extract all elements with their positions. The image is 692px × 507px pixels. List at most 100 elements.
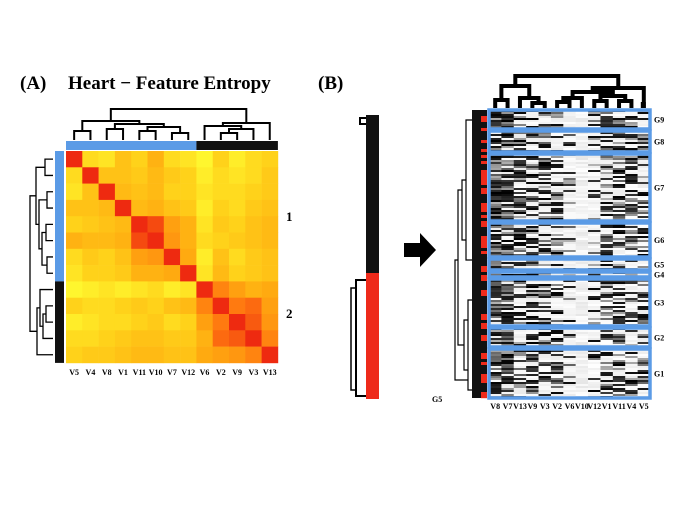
heatmap-b-cell <box>612 292 626 295</box>
heatmap-b-cell <box>575 146 589 149</box>
heatmap-b-cell <box>625 132 638 135</box>
heatmap-b-cell <box>501 136 514 139</box>
side-color-cell <box>481 152 487 156</box>
heatmap-b-cell <box>625 232 638 235</box>
heatmap-b-cell <box>600 200 614 203</box>
side-color-cell <box>481 146 487 150</box>
heatmap-a-cell <box>114 297 132 315</box>
side-color-cell <box>481 311 487 315</box>
side-color-cell <box>481 239 487 243</box>
heatmap-b-cell <box>550 314 564 317</box>
heatmap-b-cell <box>625 282 638 285</box>
heatmap-b-cell <box>612 252 626 255</box>
heatmap-b-cell <box>489 214 502 217</box>
heatmap-b-cell <box>625 144 638 147</box>
heatmap-b-cell <box>637 372 651 375</box>
heatmap-b-cell <box>600 384 614 387</box>
tick-label-a: V6 <box>200 368 210 377</box>
heatmap-b-cell <box>513 144 527 147</box>
heatmap-b-cell <box>489 282 502 285</box>
side-color-cell <box>481 293 487 297</box>
heatmap-b-cell <box>563 304 576 307</box>
heatmap-b-cell <box>489 238 502 241</box>
heatmap-a-cell <box>163 297 181 315</box>
heatmap-b-cell <box>526 344 539 347</box>
panel-a-label: (A) <box>20 73 46 94</box>
heatmap-a-cell <box>66 346 83 364</box>
heatmap-b-cell <box>588 136 601 139</box>
heatmap-a-cell <box>229 281 246 298</box>
heatmap-b-cell <box>637 308 651 311</box>
heatmap-b-cell <box>526 296 539 299</box>
heatmap-b-cell <box>575 218 589 221</box>
dendrogram-link <box>350 287 356 391</box>
tick-label-b: V2 <box>552 402 562 411</box>
heatmap-b-cell <box>550 234 564 237</box>
heatmap-b-cell <box>526 386 539 389</box>
heatmap-b-cell <box>588 292 601 295</box>
heatmap-b-cell <box>588 384 601 387</box>
heatmap-b-cell <box>612 236 626 239</box>
dendrogram-link <box>45 223 53 242</box>
heatmap-b-cell <box>563 194 576 197</box>
heatmap-b-cell <box>612 230 626 233</box>
heatmap-b-cell <box>526 174 539 177</box>
heatmap-b-cell <box>563 234 576 237</box>
heatmap-b-cell <box>575 370 589 373</box>
heatmap-b-cell <box>637 392 651 395</box>
side-color-cell <box>481 113 487 117</box>
dendrogram-link <box>46 256 53 274</box>
heatmap-b-cell <box>526 170 539 173</box>
heatmap-b-cell <box>588 226 601 229</box>
heatmap-b-cell <box>588 178 601 181</box>
heatmap-b-cell <box>600 352 614 355</box>
heatmap-b-cell <box>600 296 614 299</box>
heatmap-b-cell <box>588 158 601 161</box>
heatmap-b-cell <box>637 354 651 357</box>
side-color-cell <box>481 332 487 336</box>
heatmap-b-cell <box>563 132 576 135</box>
heatmap-b-cell <box>538 314 552 317</box>
heatmap-b-cell <box>489 226 502 229</box>
heatmap-b-cell <box>588 358 601 361</box>
heatmap-b-cell <box>575 368 589 371</box>
heatmap-b-cell <box>513 308 527 311</box>
heatmap-b-cell <box>526 336 539 339</box>
heatmap-b-cell <box>588 156 601 159</box>
heatmap-b-cell <box>550 116 564 119</box>
heatmap-b-cell <box>501 114 514 117</box>
heatmap-b-cell <box>575 364 589 367</box>
heatmap-b-cell <box>526 290 539 293</box>
heatmap-b-cell <box>550 340 564 343</box>
heatmap-b-cell <box>637 206 651 209</box>
heatmap-b-cell <box>563 116 576 119</box>
heatmap-a-cell <box>245 314 262 331</box>
heatmap-b-cell <box>575 144 589 147</box>
heatmap-b-cell <box>588 370 601 373</box>
heatmap-b-cell <box>501 124 514 127</box>
heatmap-b-cell <box>575 250 589 253</box>
heatmap-a-cell <box>98 314 116 331</box>
heatmap-b-cell <box>526 330 539 333</box>
heatmap-b-cell <box>625 122 638 125</box>
heatmap-b-cell <box>575 138 589 141</box>
heatmap-b-cell <box>637 228 651 231</box>
heatmap-b-cell <box>625 118 638 121</box>
heatmap-b-cell <box>550 178 564 181</box>
heatmap-a-cell <box>163 265 181 282</box>
heatmap-b-cell <box>513 384 527 387</box>
heatmap-b-cell <box>526 366 539 369</box>
heatmap-b-cell <box>625 254 638 257</box>
heatmap-b-cell <box>563 226 576 229</box>
heatmap-b-cell <box>513 300 527 303</box>
heatmap-b-cell <box>563 334 576 337</box>
dendrogram-link <box>42 313 53 340</box>
heatmap-b-cell <box>489 370 502 373</box>
heatmap-b-cell <box>563 354 576 357</box>
heatmap-a-cell <box>212 151 230 168</box>
heatmap-b-cell <box>637 310 651 313</box>
heatmap-b-cell <box>612 180 626 183</box>
heatmap-b-cell <box>575 280 589 283</box>
heatmap-b-cell <box>538 248 552 251</box>
heatmap-b-cell <box>588 172 601 175</box>
